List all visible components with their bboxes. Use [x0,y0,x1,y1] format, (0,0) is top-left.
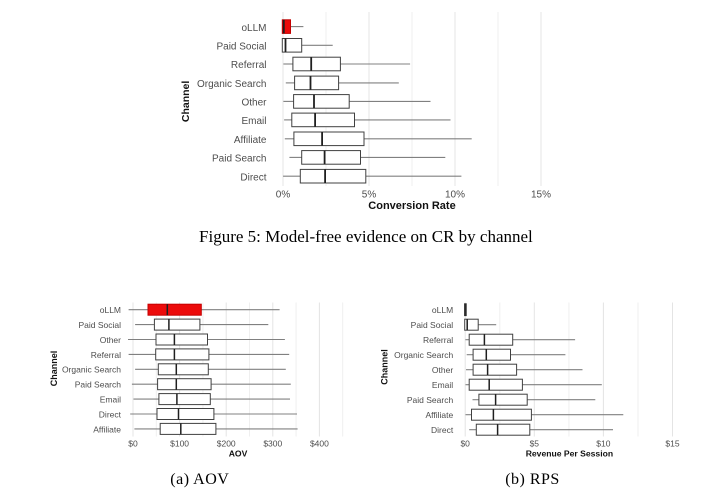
svg-text:Paid Social: Paid Social [216,42,266,53]
svg-text:10%: 10% [445,190,465,201]
svg-text:Revenue Per Session: Revenue Per Session [526,448,613,458]
svg-text:Organic Search: Organic Search [394,350,453,360]
svg-text:Paid Social: Paid Social [78,320,121,330]
svg-text:$10: $10 [596,438,610,448]
svg-text:Affiliate: Affiliate [234,135,267,146]
svg-text:Conversion Rate: Conversion Rate [368,200,455,212]
svg-text:Affiliate: Affiliate [425,410,453,420]
svg-text:oLLM: oLLM [241,23,266,34]
svg-text:Email: Email [432,380,453,390]
svg-text:Email: Email [100,395,121,405]
svg-text:(b) RPS: (b) RPS [505,471,560,488]
svg-text:0%: 0% [276,190,291,201]
svg-text:Other: Other [241,98,267,109]
svg-text:$15: $15 [665,438,679,448]
svg-text:Paid Social: Paid Social [411,320,454,330]
svg-text:Direct: Direct [240,172,266,183]
svg-text:Referral: Referral [231,60,267,71]
svg-text:Direct: Direct [431,425,454,435]
svg-text:Paid Search: Paid Search [212,154,266,165]
svg-text:Figure 5: Model-free evidence: Figure 5: Model-free evidence on CR by c… [199,227,533,246]
svg-text:Organic Search: Organic Search [197,79,266,90]
svg-text:$0: $0 [128,438,138,448]
svg-text:$0: $0 [460,438,470,448]
svg-text:Referral: Referral [91,350,121,360]
svg-text:$400: $400 [310,438,329,448]
svg-text:Email: Email [241,116,266,127]
svg-text:Direct: Direct [99,409,122,419]
svg-text:oLLM: oLLM [432,305,453,315]
svg-text:Other: Other [100,335,121,345]
svg-text:$300: $300 [263,438,282,448]
svg-text:oLLM: oLLM [100,305,121,315]
svg-text:Paid Search: Paid Search [75,380,122,390]
svg-text:$200: $200 [217,438,236,448]
svg-text:Affiliate: Affiliate [93,424,121,434]
svg-text:$100: $100 [170,438,189,448]
svg-text:Channel: Channel [49,351,59,387]
svg-text:$5: $5 [530,438,540,448]
svg-text:Referral: Referral [423,335,453,345]
svg-text:AOV: AOV [229,448,248,458]
svg-text:(a) AOV: (a) AOV [170,471,229,488]
svg-text:15%: 15% [531,190,551,201]
svg-text:Paid Search: Paid Search [407,395,454,405]
svg-text:5%: 5% [362,190,377,201]
svg-text:Channel: Channel [180,81,192,123]
svg-text:Channel: Channel [380,349,390,385]
svg-text:Other: Other [432,365,453,375]
svg-text:Organic Search: Organic Search [62,365,121,375]
